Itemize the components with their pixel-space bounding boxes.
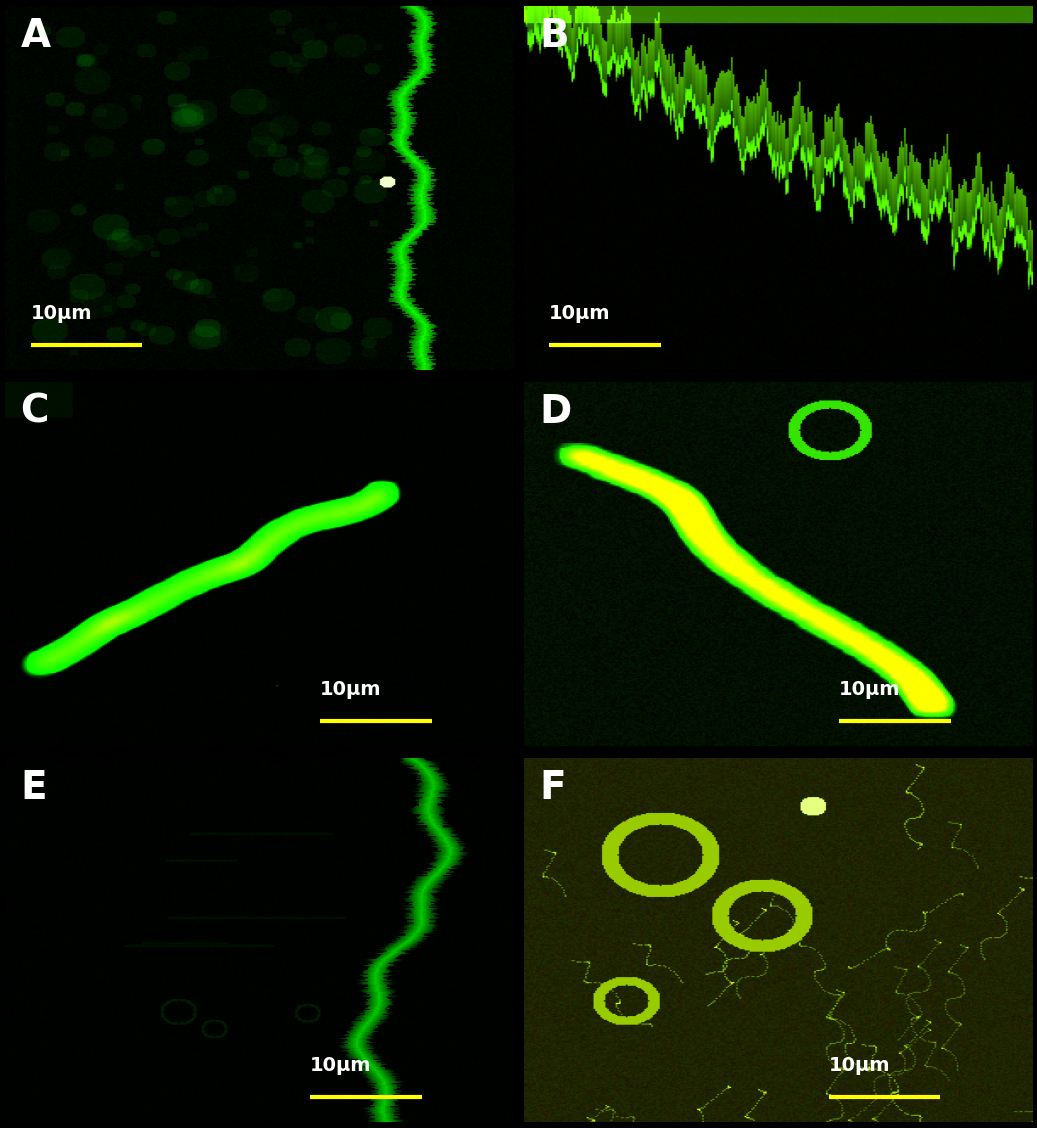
Text: 10μm: 10μm [310,1056,371,1075]
Text: 10μm: 10μm [550,303,611,323]
Text: D: D [539,393,571,431]
Text: 10μm: 10μm [31,303,92,323]
Text: B: B [539,17,568,54]
Text: F: F [539,768,565,807]
Text: 10μm: 10μm [320,680,382,699]
Text: 10μm: 10μm [839,680,900,699]
Text: C: C [21,393,49,431]
Text: 10μm: 10μm [829,1056,890,1075]
Text: A: A [21,17,51,54]
Text: E: E [21,768,47,807]
